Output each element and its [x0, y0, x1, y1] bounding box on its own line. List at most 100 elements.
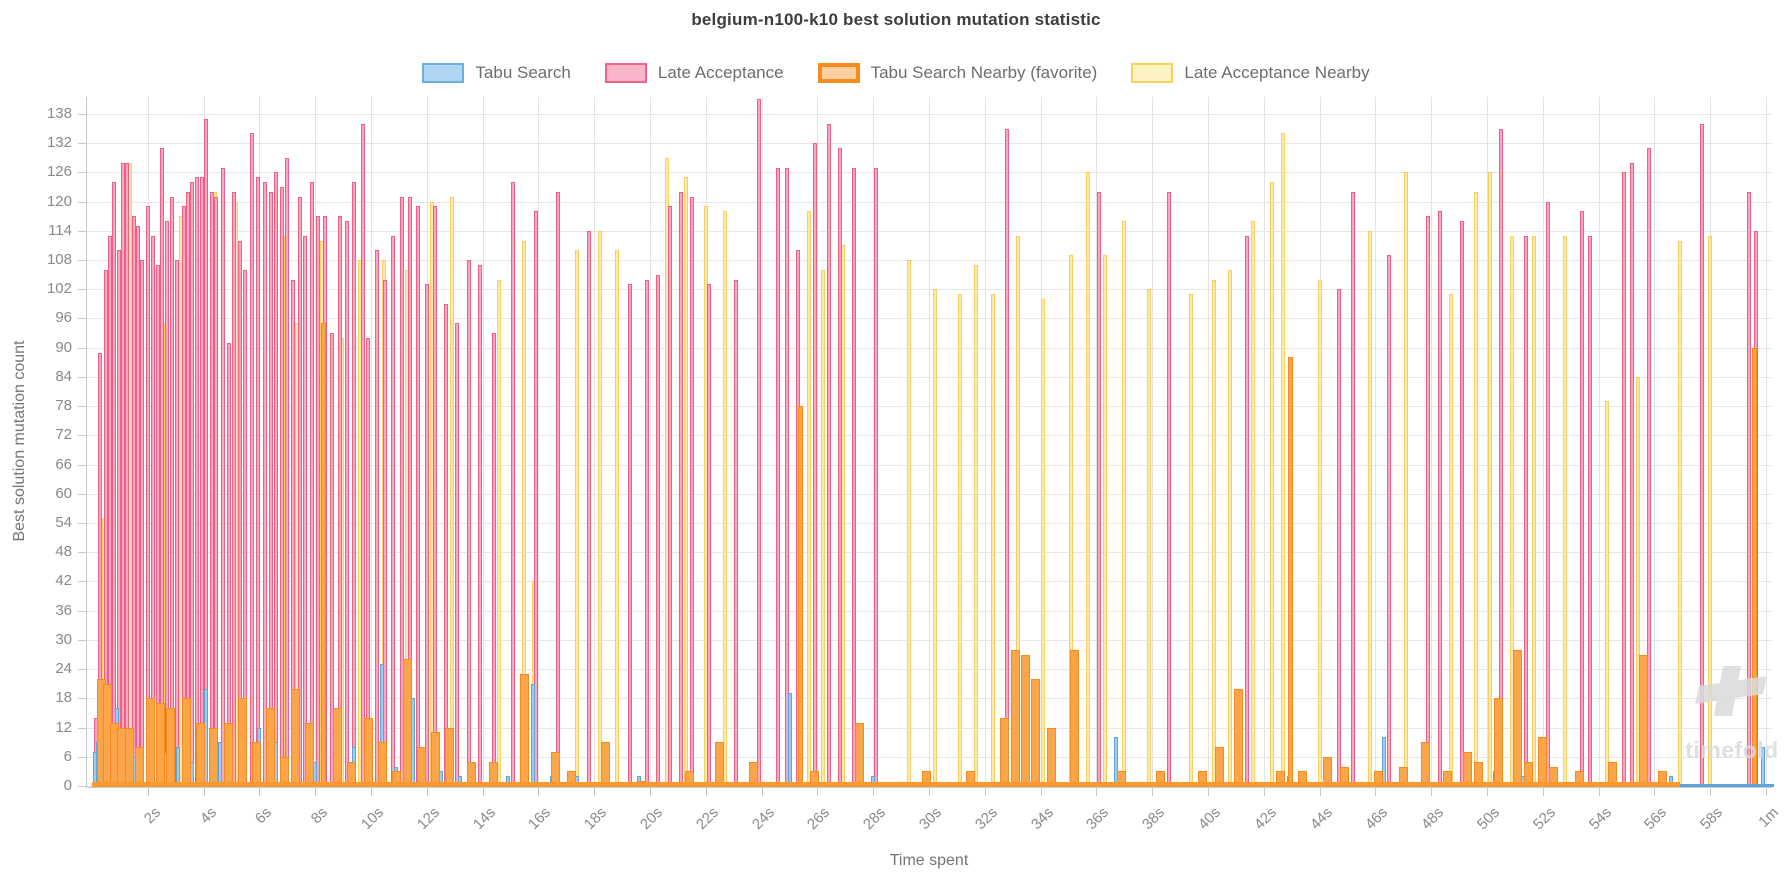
bar-late-acceptance — [851, 167, 856, 786]
bar-late-acceptance — [186, 191, 191, 786]
bar-tabu-search-nearby-favorite- — [1549, 766, 1559, 786]
bar-late-acceptance-nearby — [1487, 172, 1492, 786]
x-tick-label: 20s — [636, 804, 667, 834]
y-tick-mark — [78, 406, 86, 408]
x-tick-label: 22s — [692, 804, 722, 834]
bar-late-acceptance-nearby — [957, 294, 962, 786]
x-tick-label: 16s — [525, 804, 555, 834]
bar-late-acceptance — [329, 333, 334, 786]
bar-late-acceptance — [374, 250, 379, 786]
bar-late-acceptance — [1351, 191, 1356, 786]
v-gridline — [1375, 97, 1377, 786]
bar-tabu-search-nearby-favorite- — [291, 688, 301, 786]
bar-late-acceptance-nearby — [1473, 191, 1478, 786]
bar-late-acceptance — [1005, 128, 1010, 786]
bar-late-acceptance — [136, 225, 141, 786]
v-gridline — [1654, 97, 1656, 786]
bar-late-acceptance — [656, 274, 661, 786]
bar-tabu-search — [380, 664, 385, 786]
legend-label: Tabu Search Nearby (favorite) — [870, 63, 1098, 82]
bar-tabu-search-nearby-favorite- — [1538, 737, 1548, 786]
bar-tabu-search — [787, 693, 792, 786]
x-tick-mark — [538, 788, 540, 796]
bar-late-acceptance — [511, 182, 516, 786]
bar-late-acceptance-nearby — [597, 230, 602, 786]
x-tick-mark — [1487, 788, 1488, 796]
v-gridline — [1487, 97, 1488, 786]
v-gridline — [482, 97, 484, 786]
y-tick-label: 72 — [55, 426, 72, 444]
bar-tabu-search-nearby-favorite- — [1443, 771, 1453, 786]
x-tick-mark — [929, 788, 930, 796]
bar-late-acceptance — [279, 186, 284, 786]
y-tick-mark — [78, 698, 86, 700]
bar-tabu-search — [1761, 747, 1766, 786]
bar-late-acceptance — [491, 333, 496, 786]
bar-late-acceptance — [1699, 123, 1704, 786]
bar-tabu-search-nearby-favorite- — [321, 323, 327, 786]
bar-late-acceptance-nearby — [522, 240, 527, 786]
bar-tabu-search-nearby-favorite- — [346, 761, 356, 786]
x-tick-mark — [1766, 788, 1767, 796]
y-tick-mark — [78, 523, 86, 525]
x-tick-mark — [761, 788, 763, 796]
bar-late-acceptance — [555, 191, 560, 786]
bar-tabu-search-nearby-favorite- — [1513, 649, 1523, 786]
y-tick-mark — [78, 318, 86, 320]
bar-late-acceptance — [1245, 235, 1250, 786]
v-gridline — [873, 97, 875, 786]
x-tick-mark — [1263, 788, 1265, 796]
bar-late-acceptance — [204, 118, 209, 786]
bar-tabu-search — [505, 776, 510, 786]
bar-late-acceptance — [200, 177, 205, 786]
bar-late-acceptance — [812, 143, 817, 786]
y-tick-label: 78 — [55, 397, 72, 415]
bar-tabu-search-nearby-favorite- — [196, 722, 206, 786]
bar-late-acceptance — [169, 196, 174, 786]
bar-tabu-search — [458, 776, 463, 786]
bar-tabu-search — [176, 747, 181, 786]
bar-late-acceptance — [290, 279, 295, 786]
bar-tabu-search-nearby-favorite- — [550, 751, 560, 786]
bar-late-acceptance — [586, 230, 591, 786]
bar-late-acceptance — [1621, 172, 1626, 786]
bar-late-acceptance — [360, 123, 365, 786]
x-tick-label: 24s — [748, 804, 778, 834]
bar-tabu-search-nearby-favorite- — [146, 698, 156, 786]
bar-late-acceptance — [221, 167, 226, 786]
bar-late-acceptance — [256, 177, 260, 786]
bar-late-acceptance — [352, 182, 357, 786]
x-tick-label: 54s — [1585, 804, 1615, 834]
y-tick-mark — [78, 786, 86, 787]
bar-late-acceptance — [303, 235, 308, 786]
bar-tabu-search-nearby-favorite- — [1069, 649, 1079, 786]
y-tick-mark — [78, 230, 86, 232]
bar-tabu-search-nearby-favorite- — [238, 698, 248, 786]
legend-label: Late Acceptance Nearby — [1184, 63, 1370, 82]
x-tick-label: 46s — [1362, 804, 1392, 834]
bar-tabu-search-nearby-favorite- — [810, 771, 820, 786]
x-tick-mark — [1710, 788, 1712, 796]
bar-tabu-search-nearby-favorite- — [1047, 727, 1057, 786]
v-gridline — [1263, 97, 1265, 786]
bar-late-acceptance — [103, 269, 108, 786]
y-tick-mark — [78, 669, 86, 671]
y-tick-mark — [78, 493, 86, 495]
bar-late-acceptance — [837, 148, 842, 786]
x-tick-mark — [1152, 788, 1154, 796]
bar-late-acceptance-nearby — [1228, 269, 1233, 786]
bar-late-acceptance — [382, 279, 387, 786]
legend-label: Late Acceptance — [657, 63, 784, 82]
v-gridline — [1431, 97, 1433, 786]
bar-tabu-search-nearby-favorite- — [1298, 771, 1308, 786]
bar-late-acceptance-nearby — [1189, 294, 1194, 786]
bar-tabu-search-nearby-favorite- — [402, 659, 412, 786]
v-gridline — [650, 97, 651, 786]
y-tick-label: 0 — [63, 777, 72, 794]
bar-late-acceptance — [112, 182, 117, 786]
bar-tabu-search-nearby-favorite- — [252, 742, 262, 786]
y-tick-label: 54 — [55, 514, 72, 532]
bar-late-acceptance-nearby — [1086, 172, 1091, 786]
bar-late-acceptance-nearby — [807, 211, 812, 786]
